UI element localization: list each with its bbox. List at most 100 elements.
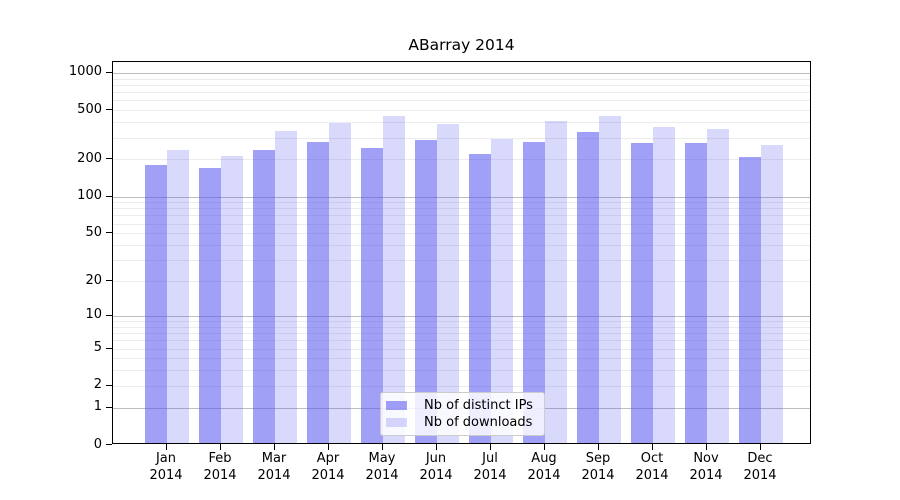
gridline-minor-2 — [113, 385, 810, 387]
bar-downloads-jun — [437, 124, 459, 443]
y-tick-mark-1 — [106, 406, 112, 408]
bar-downloads-mar — [275, 130, 297, 443]
bar-distinct-ips-apr — [307, 142, 329, 443]
y-tick-label-50: 50 — [85, 224, 102, 240]
x-tick-label-apr: Apr 2014 — [311, 451, 345, 483]
bar-downloads-oct — [653, 127, 675, 443]
y-tick-label-5: 5 — [93, 340, 102, 355]
y-tick-label-20: 20 — [85, 272, 102, 288]
y-tick-mark-2 — [106, 384, 112, 386]
legend-item-downloads: Nb of downloads — [386, 415, 538, 430]
bar-downloads-jan — [167, 149, 189, 443]
bar-downloads-jul — [491, 139, 513, 443]
y-tick-mark-5 — [106, 347, 112, 349]
x-tick-mark-aug — [544, 444, 545, 450]
gridline-minor-30 — [113, 260, 810, 262]
x-tick-mark-apr — [328, 444, 329, 450]
gridline-minor-7 — [113, 333, 810, 334]
gridline-minor-50 — [113, 233, 810, 235]
legend-swatch-distinct-ips — [386, 400, 407, 410]
y-tick-label-200: 200 — [77, 150, 102, 166]
y-tick-label-100: 100 — [77, 188, 102, 203]
y-tick-label-1000: 1000 — [68, 64, 102, 80]
legend: Nb of distinct IPs Nb of downloads — [380, 392, 545, 436]
y-tick-mark-1000 — [106, 71, 112, 73]
y-tick-mark-100 — [106, 195, 112, 197]
y-tick-mark-0 — [106, 444, 112, 445]
gridline-minor-80 — [113, 208, 810, 210]
y-tick-mark-50 — [106, 232, 112, 234]
x-tick-label-jan: Jan 2014 — [149, 451, 183, 483]
gridline-minor-700 — [113, 92, 810, 94]
bar-distinct-ips-oct — [631, 143, 653, 443]
gridline-minor-800 — [113, 84, 810, 86]
bar-distinct-ips-mar — [253, 149, 275, 443]
gridline-minor-8 — [113, 326, 810, 328]
y-tick-mark-200 — [106, 158, 112, 160]
x-tick-mark-jun — [436, 444, 437, 450]
y-tick-mark-500 — [106, 109, 112, 111]
gridline-major-1000 — [113, 72, 810, 74]
x-tick-label-sep: Sep 2014 — [581, 451, 615, 483]
bar-distinct-ips-aug — [523, 142, 545, 443]
x-tick-mark-feb — [220, 444, 221, 450]
gridline-minor-900 — [113, 78, 810, 80]
y-tick-label-10: 10 — [85, 307, 102, 323]
y-tick-label-1: 1 — [93, 399, 102, 415]
gridline-minor-300 — [113, 137, 810, 139]
bar-distinct-ips-jun — [415, 140, 437, 443]
bar-downloads-feb — [221, 156, 243, 443]
plot-area — [112, 61, 811, 444]
legend-item-distinct-ips: Nb of distinct IPs — [386, 398, 538, 413]
y-tick-mark-10 — [106, 314, 112, 316]
bar-distinct-ips-feb — [199, 167, 221, 443]
x-tick-mark-mar — [274, 444, 275, 450]
gridline-minor-500 — [113, 110, 810, 112]
legend-swatch-downloads — [386, 418, 407, 428]
x-tick-mark-sep — [598, 444, 599, 450]
y-tick-label-0: 0 — [93, 436, 102, 452]
gridline-minor-200 — [113, 159, 810, 161]
gridline-minor-9 — [113, 321, 810, 322]
gridline-minor-4 — [113, 358, 810, 360]
bar-distinct-ips-sep — [577, 132, 599, 443]
legend-label-distinct-ips: Nb of distinct IPs — [424, 397, 533, 413]
bar-distinct-ips-jul — [469, 153, 491, 443]
bar-downloads-apr — [329, 123, 351, 443]
x-tick-mark-jan — [166, 444, 167, 450]
gridline-minor-70 — [113, 215, 810, 217]
gridline-minor-6 — [113, 340, 810, 342]
x-tick-label-nov: Nov 2014 — [689, 451, 723, 483]
bar-downloads-nov — [707, 128, 729, 443]
x-tick-label-jun: Jun 2014 — [419, 451, 453, 483]
gridline-minor-60 — [113, 223, 810, 225]
x-tick-label-jul: Jul 2014 — [473, 451, 507, 483]
gridline-minor-600 — [113, 100, 810, 102]
gridline-minor-20 — [113, 281, 810, 282]
x-tick-label-dec: Dec 2014 — [743, 451, 777, 483]
gridline-minor-5 — [113, 348, 810, 350]
y-tick-mark-20 — [106, 280, 112, 281]
x-tick-mark-dec — [760, 444, 761, 450]
legend-label-downloads: Nb of downloads — [424, 415, 533, 431]
x-tick-mark-oct — [652, 444, 653, 450]
gridline-minor-400 — [113, 122, 810, 124]
gridline-minor-40 — [113, 245, 810, 246]
chart-title: ABarray 2014 — [408, 36, 515, 54]
gridline-minor-90 — [113, 202, 810, 204]
x-tick-label-aug: Aug 2014 — [527, 451, 561, 483]
x-tick-mark-jul — [490, 444, 491, 450]
x-tick-label-oct: Oct 2014 — [635, 451, 669, 483]
x-tick-label-mar: Mar 2014 — [257, 451, 291, 483]
bar-distinct-ips-nov — [685, 143, 707, 443]
gridline-major-100 — [113, 196, 810, 198]
bar-distinct-ips-jan — [145, 164, 167, 443]
gridline-minor-3 — [113, 370, 810, 372]
bar-downloads-aug — [545, 120, 567, 443]
y-tick-label-500: 500 — [77, 101, 102, 117]
bar-downloads-dec — [761, 145, 783, 443]
x-tick-label-feb: Feb 2014 — [203, 451, 237, 483]
gridline-major-10 — [113, 315, 810, 317]
bar-downloads-sep — [599, 116, 621, 443]
